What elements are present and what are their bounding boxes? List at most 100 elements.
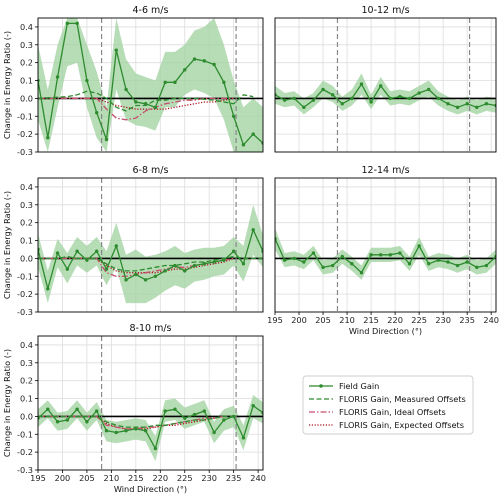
field-gain-point — [417, 91, 421, 95]
field-gain-point — [241, 143, 246, 147]
legend-label-measured: FLORIS Gain, Measured Offsets — [339, 394, 466, 404]
field-gain-point — [251, 228, 255, 232]
field-gain-point — [202, 262, 207, 266]
field-gain-point — [222, 80, 226, 85]
field-gain-point — [163, 269, 167, 273]
y-tick-label: 0.4 — [20, 22, 33, 32]
field-gain-point — [407, 262, 412, 266]
field-gain-point — [241, 436, 246, 440]
field-gain-point — [350, 262, 354, 266]
field-gain-point — [231, 114, 236, 118]
field-gain-point — [465, 260, 469, 264]
y-tick-label: 0.2 — [20, 218, 33, 228]
field-gain-point — [398, 251, 402, 255]
x-tick-label: 205 — [315, 315, 331, 325]
legend-label-ideal: FLORIS Gain, Ideal Offsets — [339, 407, 446, 417]
field-gain-line — [275, 82, 496, 109]
field-gain-point — [143, 278, 148, 282]
panel-title: 12-14 m/s — [361, 165, 409, 176]
field-gain-uncertainty-band — [275, 73, 496, 115]
field-gain-point — [134, 272, 138, 277]
field-gain-point — [311, 251, 316, 255]
axes-frame — [274, 177, 497, 313]
x-axis-label: Wind Direction (°) — [114, 484, 187, 494]
grid — [274, 178, 496, 313]
field-gain-point — [465, 102, 469, 106]
field-gain-uncertainty-band — [38, 204, 263, 304]
x-tick-label: 220 — [387, 315, 403, 325]
field-gain-point — [407, 96, 412, 101]
axes-frame — [37, 335, 264, 471]
field-gain-point — [212, 430, 216, 435]
x-tick-label: 240 — [483, 315, 499, 325]
field-gain-point — [311, 98, 316, 102]
field-gain-point — [302, 260, 306, 264]
field-gain-point — [65, 418, 70, 422]
field-gain-point — [85, 420, 89, 424]
field-gain-point — [183, 68, 187, 72]
field-gain-point — [475, 105, 479, 110]
field-gain-point — [330, 263, 335, 268]
field-gain-point — [436, 258, 441, 262]
field-gain-point — [124, 87, 128, 92]
field-gain-point — [153, 105, 158, 110]
field-gain-point — [282, 98, 287, 102]
field-gain-point — [46, 287, 50, 291]
field-gain-point — [378, 253, 383, 257]
field-gain-point — [340, 254, 344, 259]
x-tick-label: 210 — [104, 473, 120, 483]
y-tick-label: 0.3 — [20, 358, 33, 368]
legend-marker-field — [319, 384, 323, 388]
y-tick-label: -0.2 — [17, 129, 33, 139]
field-gain-point — [153, 446, 158, 451]
field-gain-point — [163, 80, 167, 85]
y-axis-label: Change in Energy Ratio (-) — [2, 349, 12, 457]
panel-2: 10-12 m/s — [274, 5, 497, 153]
y-tick-label: 0.1 — [20, 236, 33, 246]
y-tick-label: 0.1 — [20, 76, 33, 86]
field-gain-point — [484, 102, 489, 106]
y-tick-label: -0.3 — [17, 147, 33, 157]
y-tick-label: 0.4 — [20, 340, 33, 350]
y-tick-label: 0.2 — [20, 58, 33, 68]
field-gain-point — [359, 82, 364, 86]
field-gain-point — [153, 274, 158, 278]
y-tick-label: 0.2 — [20, 376, 33, 386]
field-gain-line — [38, 227, 263, 292]
field-gain-point — [427, 262, 431, 266]
field-gain-point — [222, 418, 226, 422]
x-tick-label: 205 — [79, 473, 95, 483]
field-gain-point — [55, 420, 60, 424]
field-gain-point — [241, 262, 246, 266]
field-gain-point — [124, 428, 128, 433]
field-gain-point — [378, 84, 383, 88]
field-gain-point — [446, 102, 450, 106]
field-gain-uncertainty-band — [38, 395, 263, 462]
x-axis-label: Wind Direction (°) — [349, 326, 422, 336]
field-gain-point — [114, 430, 118, 435]
field-gain-uncertainty-band — [275, 228, 496, 280]
y-tick-label: 0.3 — [20, 40, 33, 50]
field-gain-point — [321, 87, 325, 92]
field-gain-line — [38, 404, 263, 451]
x-tick-label: 200 — [55, 473, 71, 483]
field-gain-point — [173, 263, 177, 268]
field-gain-point — [282, 258, 287, 262]
field-gain-point — [436, 96, 441, 101]
field-gain-point — [192, 263, 197, 268]
field-gain-point — [231, 414, 236, 419]
panel-title: 6-8 m/s — [133, 165, 169, 176]
x-tick-label: 200 — [291, 315, 307, 325]
field-gain-point — [75, 407, 79, 411]
y-tick-label: -0.2 — [17, 447, 33, 457]
x-tick-label: 210 — [339, 315, 355, 325]
x-tick-label: 225 — [411, 315, 427, 325]
field-gain-point — [302, 105, 306, 110]
field-gain-point — [124, 278, 128, 282]
field-gain-point — [46, 407, 50, 411]
x-tick-label: 220 — [152, 473, 168, 483]
field-gain-point — [292, 256, 296, 261]
field-gain-point — [104, 137, 109, 142]
plot-area — [275, 178, 496, 312]
panel-3: 6-8 m/s 0.4 0.3 0.2 0.1 0.0 -0.1 -0.2 -0.3 Change… — [2, 165, 264, 317]
